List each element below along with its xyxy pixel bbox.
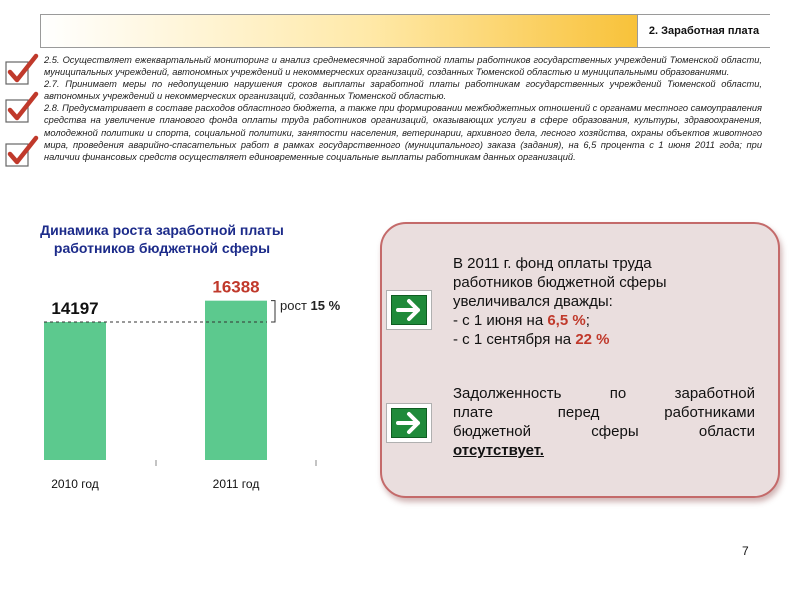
increase-september-value: 22 %	[575, 331, 610, 348]
info-panel	[380, 222, 780, 498]
info-line: увеличивался дважды:	[453, 293, 613, 310]
debt-absent-word: отсутствует.	[453, 442, 544, 459]
right-arrow-icon	[396, 299, 420, 321]
bar-0	[44, 321, 106, 460]
chart-title-line: работников бюджетной сферы	[53, 240, 271, 256]
info-line: - с 1 июня на 6,5 %;	[453, 312, 590, 329]
info-line: отсутствует.	[453, 441, 755, 460]
bar-value-label: 16388	[212, 278, 259, 297]
measure-paragraph: 2.8. Предусматривает в составе расходов …	[44, 103, 762, 162]
page-number: 7	[742, 544, 749, 558]
category-label: 2011 год	[213, 477, 260, 491]
info-line: работников бюджетной сферы	[453, 274, 667, 291]
chart-title-line: Динамика роста заработной платы	[40, 222, 284, 238]
measure-paragraph: 2.5. Осуществляет ежеквартальный монитор…	[44, 55, 762, 78]
measure-paragraph: 2.7. Принимает меры по недопущению наруш…	[44, 79, 762, 102]
bar-1	[205, 300, 267, 460]
check-mark-icon	[5, 53, 39, 85]
header-bar: 2. Заработная плата	[40, 14, 770, 48]
bar-value-label: 14197	[51, 299, 98, 318]
check-mark-icon	[5, 91, 39, 123]
info-line: бюджетной сферы области	[453, 423, 755, 440]
fund-increase-text: В 2011 г. фонд оплаты труда работников б…	[453, 254, 755, 349]
debt-text: Задолженность по заработной плате перед …	[453, 384, 755, 460]
arrow-box	[386, 403, 432, 443]
increase-june-value: 6,5 %	[547, 312, 586, 329]
check-mark-icon	[5, 135, 39, 167]
growth-prefix: рост	[280, 298, 307, 313]
growth-value: 15 %	[310, 298, 341, 313]
right-arrow-icon	[396, 412, 420, 434]
info-line: - с 1 сентября на 22 %	[453, 331, 610, 348]
header-gradient	[41, 15, 637, 47]
category-label: 2010 год	[51, 477, 99, 491]
info-line: В 2011 г. фонд оплаты труда	[453, 255, 652, 272]
arrow-box	[386, 290, 432, 330]
salary-bar-chart: 14197 2010 год 16388 2011 год	[44, 278, 317, 491]
info-line: Задолженность по заработной	[453, 385, 755, 402]
growth-bracket	[271, 300, 276, 323]
check-marks	[2, 52, 44, 172]
chart-title: Динамика роста заработной платы работник…	[12, 221, 312, 257]
measures-text: 2.5. Осуществляет ежеквартальный монитор…	[44, 54, 762, 163]
section-label: 2. Заработная плата	[637, 15, 770, 47]
growth-annotation: рост 15 %	[280, 298, 340, 313]
info-line: плате перед работниками	[453, 404, 755, 421]
